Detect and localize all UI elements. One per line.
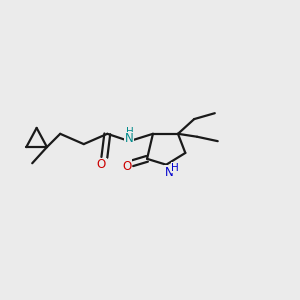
Text: H: H bbox=[171, 163, 179, 173]
Text: O: O bbox=[122, 160, 132, 173]
Text: N: N bbox=[125, 132, 134, 145]
Text: N: N bbox=[165, 166, 173, 178]
Text: H: H bbox=[125, 127, 133, 137]
Text: O: O bbox=[97, 158, 106, 171]
